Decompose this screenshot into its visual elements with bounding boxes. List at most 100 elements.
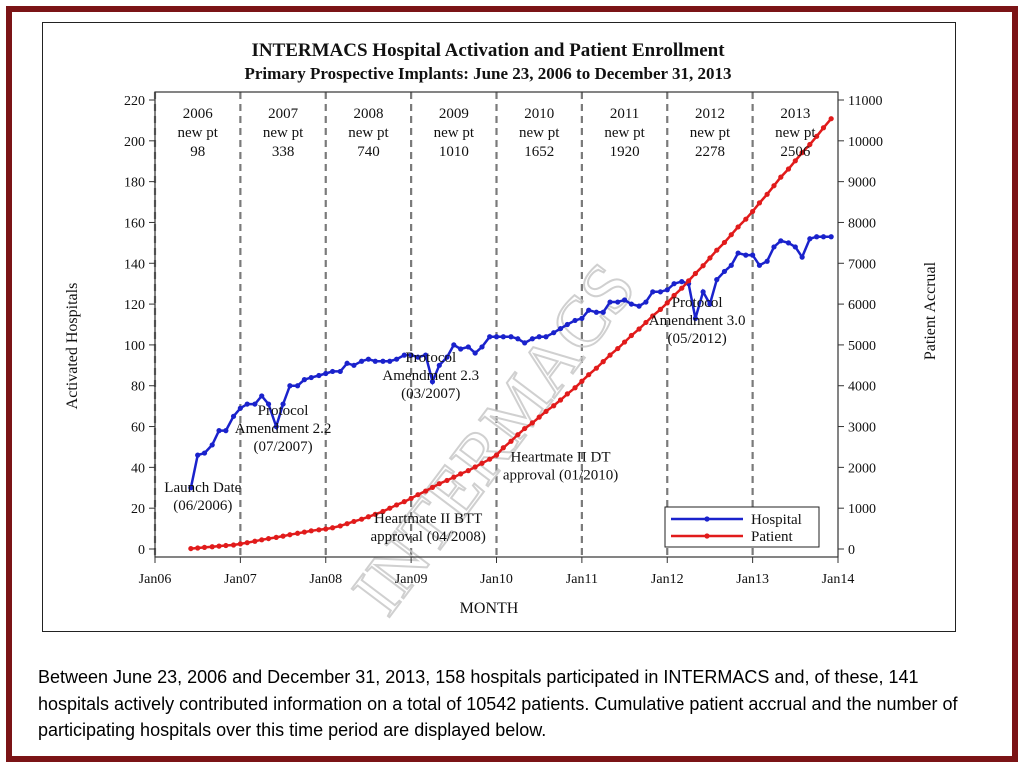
series-point-patient [216, 543, 222, 549]
y-right-tick-label: 7000 [848, 257, 876, 272]
series-point-hospital [650, 289, 656, 295]
series-point-hospital [237, 405, 243, 411]
y-right-tick-label: 3000 [848, 421, 876, 436]
series-point-patient [814, 133, 820, 139]
year-box-text: 98 [190, 144, 205, 160]
series-point-patient [195, 545, 201, 551]
series-point-patient [372, 511, 378, 517]
series-point-hospital [529, 336, 535, 342]
year-box-text: 740 [357, 144, 380, 160]
series-point-hospital [828, 234, 834, 240]
series-point-patient [750, 208, 756, 215]
series-point-hospital [472, 350, 478, 356]
series-point-patient [500, 445, 506, 451]
annotation-text: (03/2007) [401, 386, 460, 402]
series-point-patient [764, 191, 770, 197]
annotation-text: Heartmate II BTT [374, 511, 482, 527]
series-point-hospital [359, 358, 365, 364]
series-point-hospital [792, 244, 798, 250]
series-point-patient [643, 319, 649, 326]
series-point-patient [359, 516, 365, 522]
series-point-patient [828, 116, 834, 122]
y-left-tick-label: 220 [124, 94, 145, 109]
series-point-patient [301, 529, 308, 535]
series-point-hospital [500, 334, 506, 340]
series-point-hospital [287, 383, 293, 389]
series-point-patient [209, 544, 215, 550]
series-point-hospital [508, 334, 514, 340]
y-right-tick-label: 5000 [848, 339, 876, 354]
year-box-text: 2506 [780, 144, 811, 160]
series-point-patient [664, 300, 670, 306]
series-point-patient [650, 313, 656, 319]
series-point-hospital [628, 301, 634, 307]
series-point-hospital [700, 289, 706, 295]
series-point-hospital [543, 334, 549, 340]
annotation-text: approval (04/2008) [371, 529, 486, 545]
year-box-text: new pt [263, 125, 304, 141]
series-point-patient [551, 403, 557, 409]
y-right-tick-label: 0 [848, 543, 855, 558]
series-point-patient [230, 542, 237, 548]
series-point-hospital [301, 377, 308, 383]
series-point-patient [685, 278, 692, 284]
annotation-text: approval (01/2010) [503, 468, 618, 484]
year-box-text: new pt [434, 125, 475, 141]
series-point-patient [380, 508, 386, 515]
series-point-patient [265, 535, 272, 542]
series-point-patient [280, 533, 286, 539]
series-point-hospital [244, 401, 250, 407]
y-left-tick-label: 120 [124, 298, 145, 313]
y-right-tick-label: 2000 [848, 461, 876, 476]
series-point-hospital [259, 393, 265, 399]
series-point-patient [743, 216, 749, 222]
annotation-text: (06/2006) [173, 498, 232, 514]
y-left-tick-label: 0 [138, 543, 145, 558]
series-point-patient [344, 521, 350, 527]
series-point-patient [201, 544, 208, 550]
series-point-hospital [458, 346, 464, 352]
series-point-hospital [423, 352, 429, 358]
series-point-hospital [265, 401, 272, 407]
series-point-patient [401, 499, 407, 505]
year-box-text: 2012 [695, 106, 725, 122]
series-point-patient [273, 534, 279, 540]
y-left-tick-label: 40 [131, 461, 145, 476]
y-right-tick-label: 11000 [848, 94, 882, 109]
chart-panel: INTERMACS Hospital Activation and Patien… [42, 22, 956, 632]
y-left-tick-label: 100 [124, 339, 145, 354]
series-point-patient [628, 332, 634, 339]
annotation-text: Protocol [258, 403, 309, 419]
y-left-tick-label: 160 [124, 216, 145, 231]
series-point-patient [707, 255, 713, 261]
series-point-hospital [707, 301, 713, 307]
series-point-hospital [308, 374, 314, 381]
y-right-tick-label: 6000 [848, 298, 876, 313]
y-left-tick-label: 140 [124, 257, 145, 272]
chart-title: INTERMACS Hospital Activation and Patien… [251, 40, 725, 61]
series-point-patient [387, 505, 393, 511]
series-point-patient [472, 464, 478, 470]
series-point-hospital [785, 240, 792, 246]
series-point-patient [600, 359, 606, 365]
series-point-hospital [209, 442, 215, 448]
series-point-hospital [536, 334, 542, 340]
series-point-patient [586, 372, 592, 378]
series-point-hospital [408, 352, 414, 358]
series-point-hospital [721, 268, 728, 275]
series-point-patient [351, 518, 357, 525]
year-box-text: new pt [604, 125, 645, 141]
series-point-hospital [679, 279, 685, 285]
series-point-hospital [337, 368, 343, 375]
series-point-hospital [195, 452, 201, 458]
series-point-hospital [294, 383, 301, 389]
year-box-text: 1920 [610, 144, 640, 160]
series-point-patient [287, 532, 293, 538]
series-point-patient [408, 495, 414, 501]
series-point-patient [728, 232, 734, 238]
series-point-hospital [273, 423, 279, 430]
year-box-text: new pt [690, 125, 731, 141]
y-axis-label-right: Patient Accrual [922, 261, 939, 360]
series-point-hospital [451, 342, 457, 348]
series-point-hospital [323, 370, 329, 377]
